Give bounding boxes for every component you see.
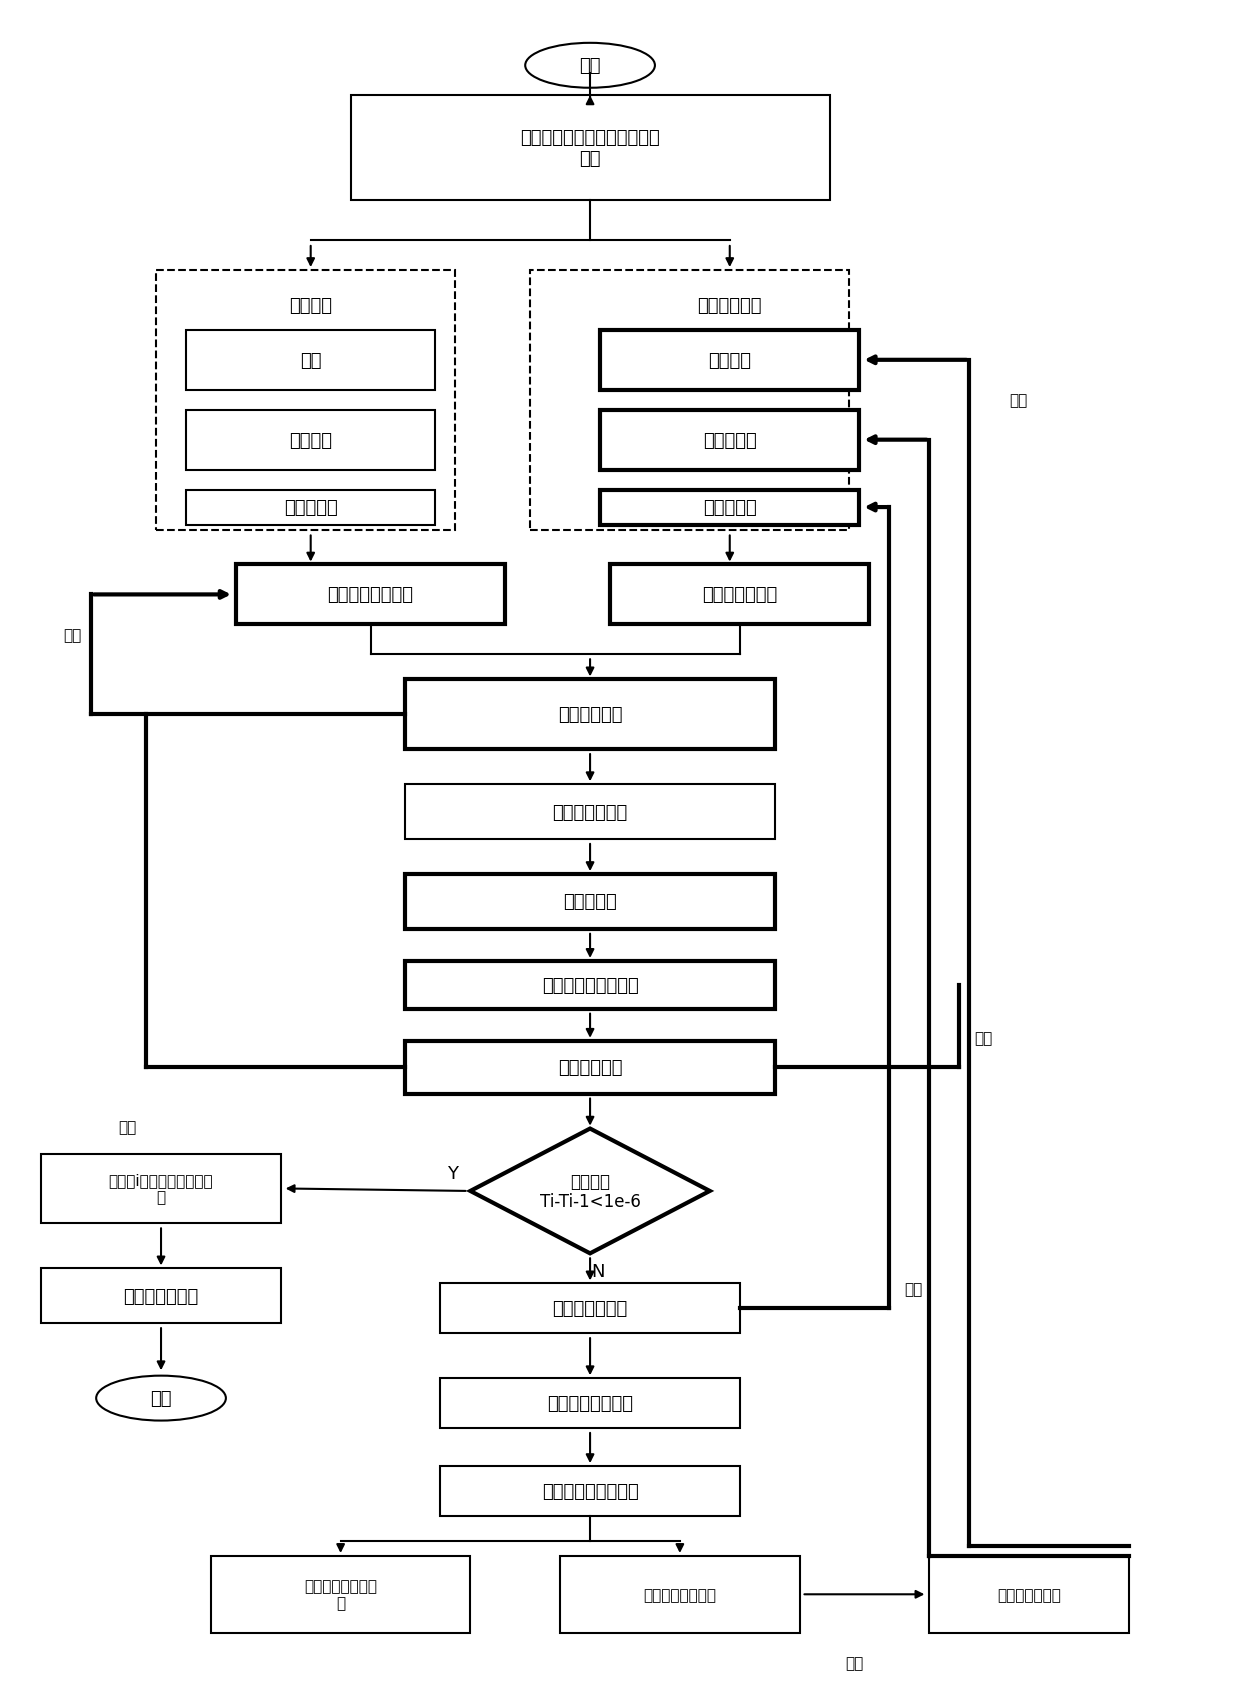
Text: 保存所有节点的变形: 保存所有节点的变形 [542,1482,639,1500]
Bar [560,1557,800,1633]
Text: 轴承尺寸: 轴承尺寸 [708,351,751,370]
Text: 润滑剂粘度: 润滑剂粘度 [703,500,756,517]
Text: 更新: 更新 [63,627,81,643]
Bar [236,564,505,626]
Text: 保存所有节点的温度: 保存所有节点的温度 [542,977,639,994]
Text: 分析主轴系统结构: 分析主轴系统结构 [547,1395,634,1412]
Bar [405,1042,775,1095]
Ellipse shape [526,44,655,89]
Bar [405,962,775,1009]
Bar [41,1269,280,1323]
Polygon shape [470,1129,709,1253]
Bar [405,784,775,839]
Text: 进行瞬态热分析: 进行瞬态热分析 [553,803,627,822]
Bar [440,1466,740,1516]
Text: 更新: 更新 [1009,394,1028,407]
Bar [186,331,435,390]
Bar [531,271,849,530]
Text: 更新: 更新 [118,1120,136,1136]
Text: 温度相关变量: 温度相关变量 [698,297,763,315]
Text: Y: Y [446,1165,458,1182]
Text: 更新: 更新 [904,1280,923,1296]
Bar [929,1557,1128,1633]
Text: 修改轴向和径向变
形: 修改轴向和径向变 形 [304,1579,377,1611]
Bar [440,1284,740,1333]
Text: 修正轴承预紧力: 修正轴承预紧力 [997,1587,1061,1603]
Text: 结束: 结束 [150,1390,172,1407]
Text: 提取轴承温度: 提取轴承温度 [558,1059,622,1076]
Bar [600,491,859,525]
Text: 修改润滑剂粘度: 修改润滑剂粘度 [553,1299,627,1318]
Text: 轴承温度
Ti-Ti-1<1e-6: 轴承温度 Ti-Ti-1<1e-6 [539,1171,641,1211]
Text: 提取轴的轴向位移: 提取轴的轴向位移 [644,1587,717,1603]
Text: 计算接触热阻: 计算接触热阻 [558,706,622,725]
Text: 更新: 更新 [846,1656,863,1671]
Text: 运行条件: 运行条件 [289,297,332,315]
Text: 开始: 开始 [579,58,601,75]
Bar [186,491,435,525]
Text: 计算对流换热系数: 计算对流换热系数 [327,587,414,604]
Bar [156,271,455,530]
Bar [405,875,775,929]
Text: N: N [591,1263,605,1280]
Text: 输出第i子步的温度和热变
形: 输出第i子步的温度和热变 形 [109,1173,213,1205]
Text: 转速: 转速 [300,351,321,370]
Text: 计算轴承发热量: 计算轴承发热量 [702,587,777,604]
Bar [600,331,859,390]
Bar [610,564,869,626]
Bar [440,1378,740,1429]
Ellipse shape [97,1376,226,1420]
Bar [41,1154,280,1224]
Bar [186,411,435,471]
Bar [405,680,775,750]
Text: 初始预紧力: 初始预紧力 [284,500,337,517]
Text: 轴承预紧力: 轴承预紧力 [703,431,756,450]
Text: 进行热误差补偿: 进行热误差补偿 [124,1287,198,1304]
Bar [211,1557,470,1633]
Text: 温度场分布: 温度场分布 [563,893,618,910]
Text: 更新: 更新 [975,1030,992,1045]
Bar [351,95,830,201]
Bar [600,411,859,471]
Text: 将轴承的初始温度设定为环境
温度: 将轴承的初始温度设定为环境 温度 [521,130,660,169]
Text: 装配条件: 装配条件 [289,431,332,450]
